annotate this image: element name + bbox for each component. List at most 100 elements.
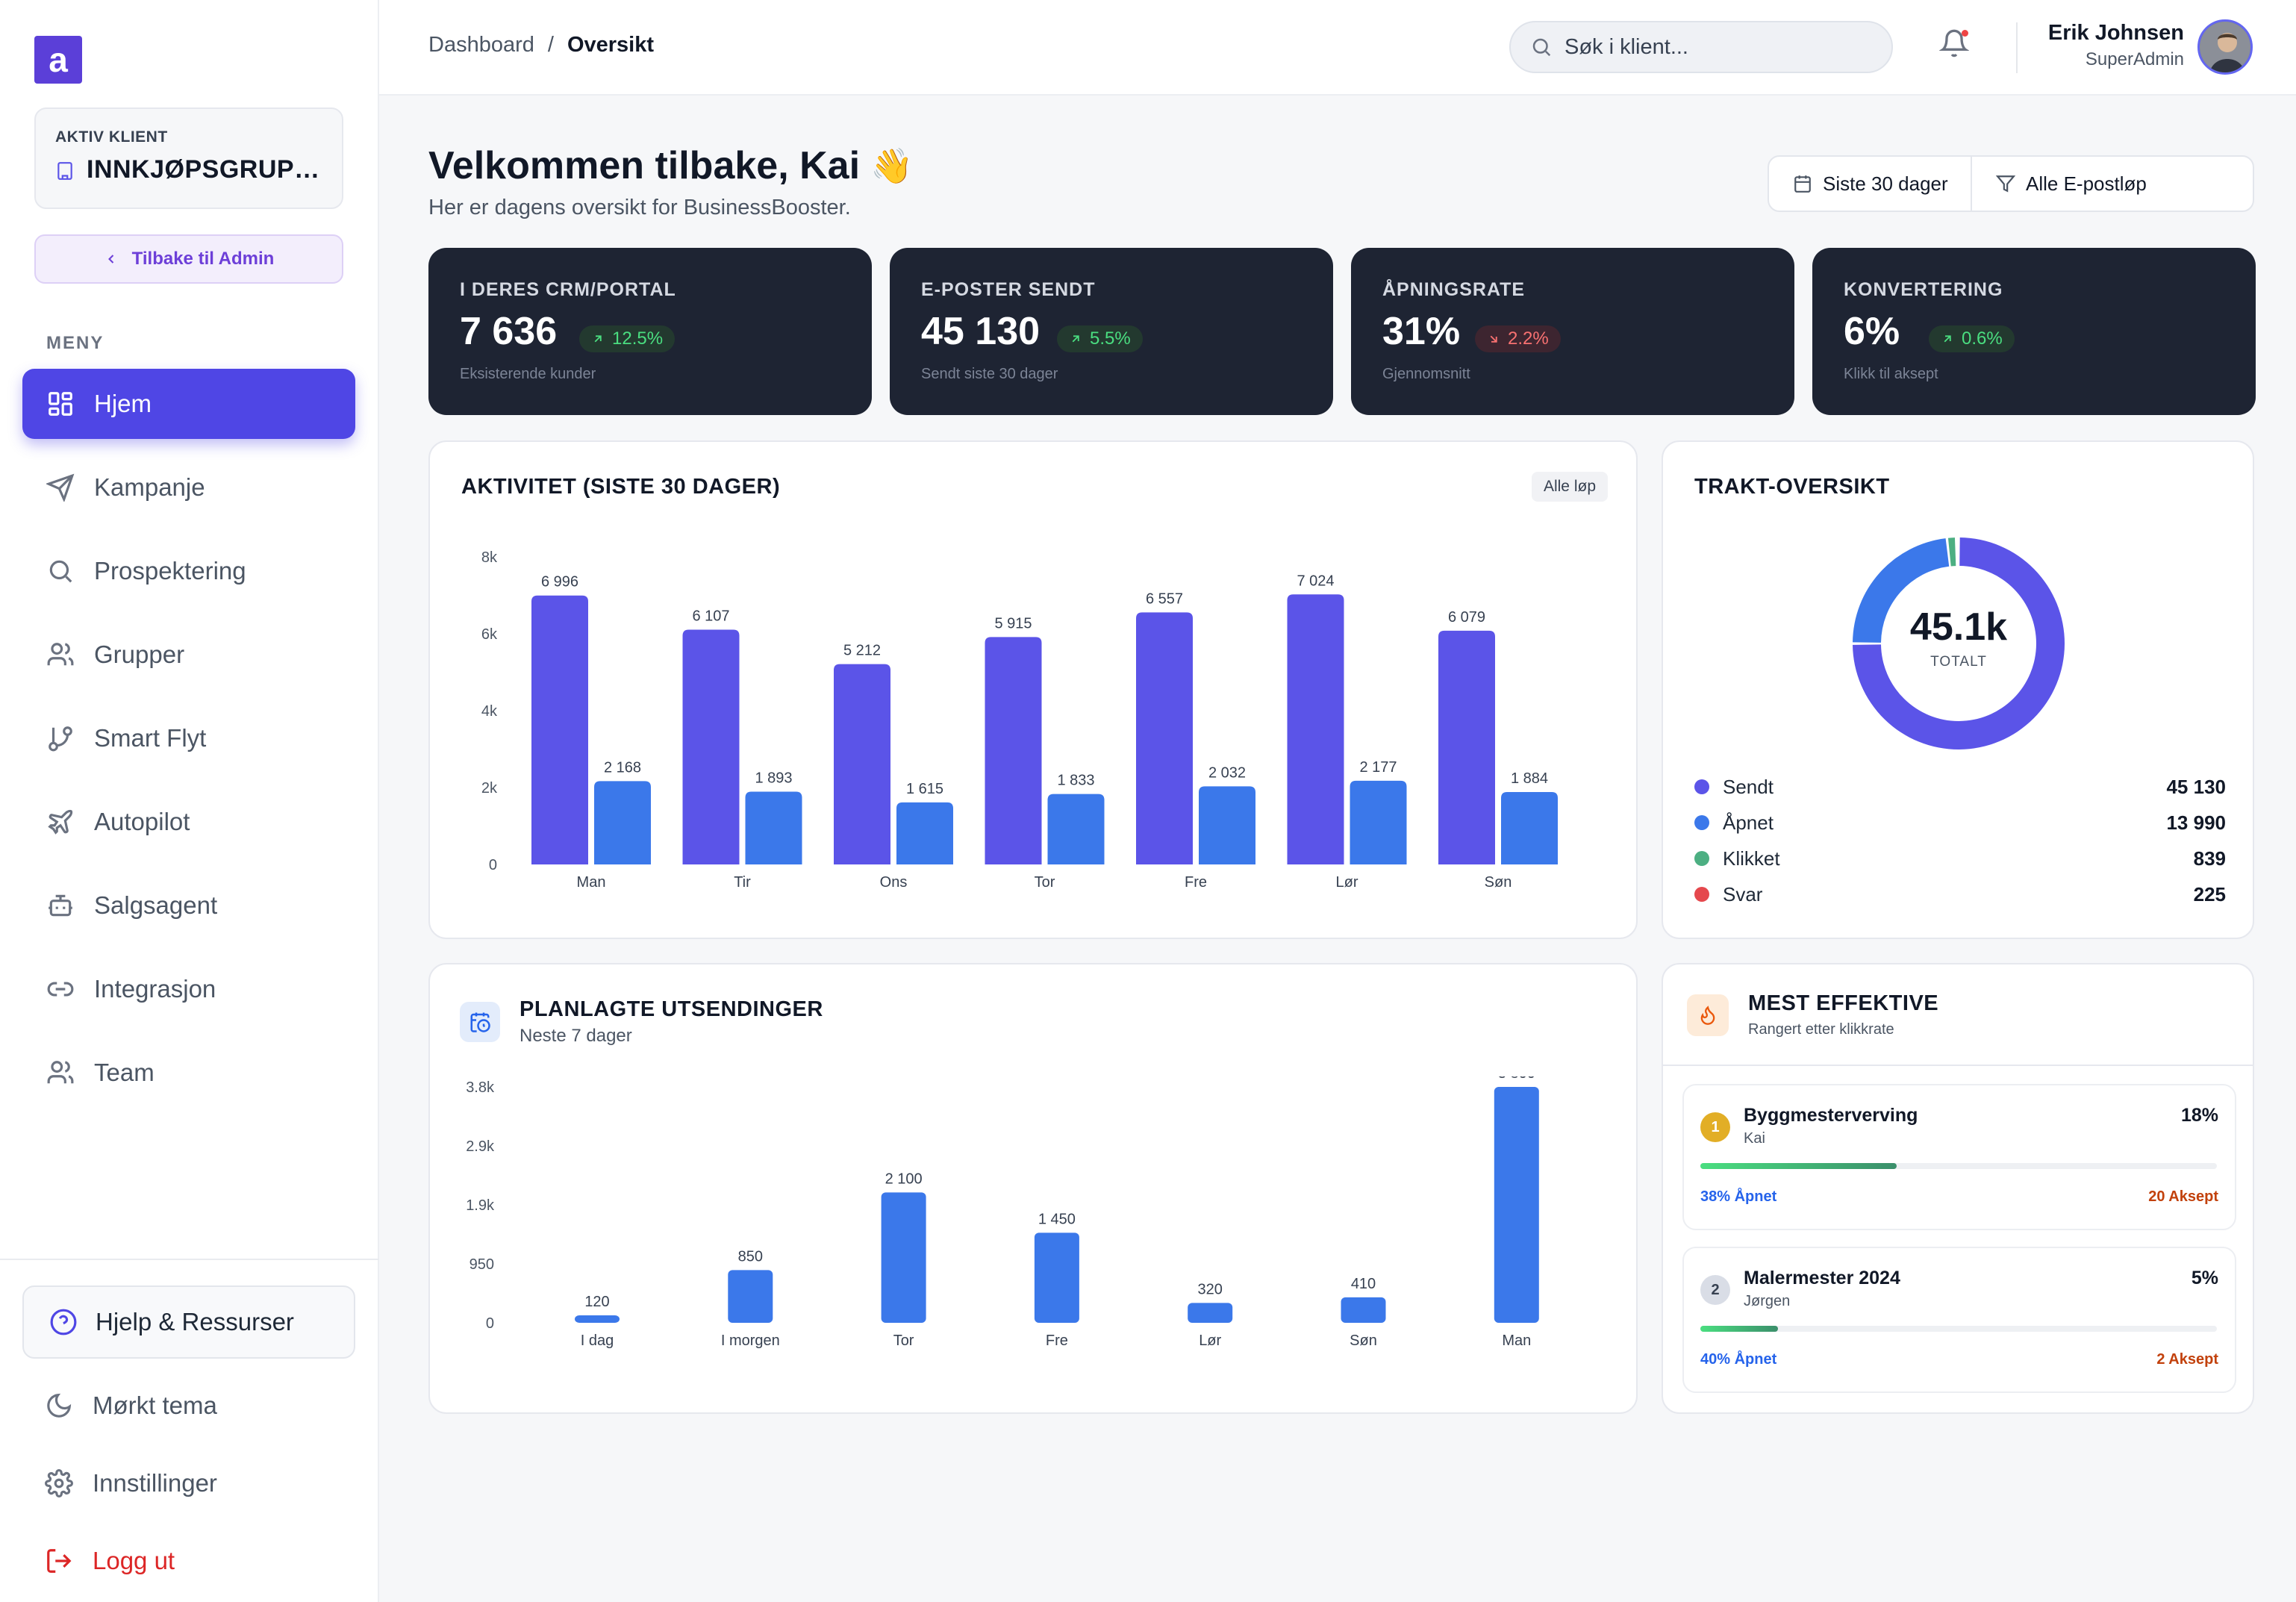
legend-dot	[1694, 851, 1709, 866]
progress-fill	[1700, 1163, 1897, 1169]
legend-row-svar: Svar 225	[1694, 879, 2226, 909]
user-name[interactable]: Erik Johnsen	[2047, 21, 2184, 45]
nav-item-kampanje[interactable]: Kampanje	[22, 452, 355, 523]
bar-value-label: 7 024	[1297, 573, 1334, 589]
page-subtitle: Her er dagens oversikt for BusinessBoost…	[428, 196, 851, 219]
nav-label: Team	[94, 1059, 155, 1086]
stat-subtitle: Gjennomsnitt	[1382, 366, 1470, 382]
bar-value-label: 6 079	[1448, 609, 1485, 626]
trend-value: 0.6%	[1962, 328, 2003, 349]
effective-item[interactable]: 2 Malermester 2024 Jørgen 5% 40% Åpnet 2…	[1682, 1247, 2236, 1393]
legend-dot	[1694, 815, 1709, 830]
x-tick-label: Tor	[893, 1333, 914, 1349]
stat-title: ÅPNINGSRATE	[1382, 279, 1526, 300]
y-tick-label: 2.9k	[466, 1138, 495, 1155]
stat-title: E-POSTER SENDT	[921, 279, 1096, 300]
bar-opened	[1047, 794, 1105, 864]
campaign-name: Byggmesterverving	[1744, 1105, 1918, 1126]
arrow-up-right-icon	[1069, 332, 1082, 346]
period-filter[interactable]: Siste 30 dager	[1769, 157, 1972, 211]
active-client-card[interactable]: AKTIV KLIENT INNKJØPSGRUPPEN	[34, 107, 343, 209]
notifications-button[interactable]	[1939, 28, 1969, 58]
calendar-icon	[1793, 174, 1812, 193]
campaign-owner: Kai	[1744, 1130, 1765, 1147]
link-icon	[46, 975, 75, 1003]
bar-opened	[594, 781, 651, 864]
all-flows-pill[interactable]: Alle løp	[1531, 472, 1608, 502]
nav-item-hjem[interactable]: Hjem	[22, 369, 355, 439]
search-input[interactable]	[1565, 34, 1878, 60]
notification-dot	[1962, 30, 1968, 37]
bar-sent	[1136, 612, 1193, 864]
logout-link[interactable]: Logg ut	[45, 1542, 358, 1580]
stat-card-conversion: KONVERTERING 6% 0.6% Klikk til aksept	[1812, 248, 2256, 415]
x-tick-label: Ons	[880, 874, 908, 891]
rank-badge: 2	[1700, 1275, 1730, 1305]
users-icon	[46, 1059, 75, 1087]
back-to-admin-button[interactable]: Tilbake til Admin	[34, 234, 343, 284]
effective-item[interactable]: 1 Byggmesterverving Kai 18% 38% Åpnet 20…	[1682, 1084, 2236, 1230]
filter-icon	[1996, 174, 2015, 193]
nav-item-smart-flyt[interactable]: Smart Flyt	[22, 703, 355, 773]
topbar-divider	[2016, 22, 2018, 73]
page-title: Velkommen tilbake, Kai 👋	[428, 143, 913, 188]
waving-hand-icon: 👋	[870, 146, 914, 185]
progress-track	[1700, 1163, 2217, 1169]
nav-item-grupper[interactable]: Grupper	[22, 620, 355, 690]
active-client-name: INNKJØPSGRUPPEN	[87, 155, 325, 184]
client-search[interactable]	[1509, 21, 1893, 73]
nav-item-team[interactable]: Team	[22, 1038, 355, 1108]
bell-icon	[1939, 28, 1969, 58]
bar-sent	[1438, 630, 1495, 864]
x-tick-label: Fre	[1185, 874, 1207, 891]
stat-card-open-rate: ÅPNINGSRATE 31% 2.2% Gjennomsnitt	[1351, 248, 1794, 415]
bar-value-label: 6 996	[541, 574, 578, 590]
bar-value-label: 1 884	[1511, 770, 1548, 787]
avatar[interactable]	[2197, 19, 2253, 75]
flow-filter[interactable]: Alle E-postløp	[1972, 157, 2147, 211]
nav-item-integrasjon[interactable]: Integrasjon	[22, 954, 355, 1024]
nav-label: Grupper	[94, 641, 185, 668]
app-logo[interactable]: a	[34, 36, 82, 84]
nav-item-autopilot[interactable]: Autopilot	[22, 787, 355, 857]
building-icon	[55, 161, 75, 181]
settings-link[interactable]: Innstillinger	[45, 1465, 358, 1502]
trend-value: 12.5%	[612, 328, 664, 349]
bar-scheduled	[575, 1315, 620, 1323]
arrow-up-right-icon	[591, 332, 605, 346]
legend-value: 225	[2193, 882, 2226, 906]
activity-bar-chart: 0 2k 4k 6k 8k 6 996 2 168 Man 6 107 1 893 Tir 5 212…	[481, 549, 1558, 891]
legend-row-sendt: Sendt 45 130	[1694, 772, 2226, 802]
nav-item-salgsagent[interactable]: Salgsagent	[22, 870, 355, 941]
trend-badge-up: 5.5%	[1057, 325, 1143, 352]
breadcrumb-current: Oversikt	[567, 33, 655, 57]
bar-value-label: 5 915	[994, 615, 1032, 632]
bar-scheduled	[1494, 1087, 1539, 1323]
activity-card: AKTIVITET (SISTE 30 DAGER) Alle løp 0 2k 4…	[428, 440, 1638, 939]
scheduled-title: PLANLAGTE UTSENDINGER	[520, 997, 823, 1021]
nav-label: Hjem	[94, 390, 152, 417]
bar-sent	[1287, 594, 1344, 864]
click-rate: 18%	[2180, 1105, 2218, 1126]
funnel-title: TRAKT-OVERSIKT	[1694, 475, 1890, 499]
nav-item-prospektering[interactable]: Prospektering	[22, 536, 355, 606]
dark-theme-toggle[interactable]: Mørkt tema	[45, 1387, 358, 1424]
help-circle-icon	[49, 1308, 78, 1336]
users-icon	[46, 641, 75, 669]
trend-value: 5.5%	[1090, 328, 1131, 349]
bar-value-label: 6 107	[692, 608, 729, 624]
help-resources-button[interactable]: Hjelp & Ressurser	[22, 1285, 355, 1359]
main-nav: Hjem Kampanje Prospektering Grupper Smar…	[22, 369, 355, 1121]
breadcrumb-root[interactable]: Dashboard	[428, 33, 534, 57]
funnel-donut-chart	[1853, 537, 2065, 749]
funnel-card: TRAKT-OVERSIKT 45.1k TOTALT Sendt 45 130…	[1662, 440, 2254, 939]
legend-value: 13 990	[2166, 811, 2226, 834]
y-tick-label: 0	[489, 857, 497, 873]
x-tick-label: Tor	[1035, 874, 1055, 891]
bar-value-label: 1 450	[1038, 1211, 1076, 1227]
filter-bar: Siste 30 dager Alle E-postløp	[1768, 155, 2254, 212]
open-rate: 40% Åpnet	[1700, 1351, 1777, 1368]
arrow-down-right-icon	[1487, 332, 1500, 346]
accepted-count: 2 Aksept	[2156, 1351, 2218, 1368]
help-label: Hjelp & Ressurser	[96, 1308, 294, 1335]
